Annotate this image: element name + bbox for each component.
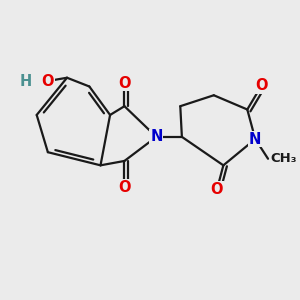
Text: N: N	[150, 129, 163, 144]
Text: CH₃: CH₃	[270, 152, 297, 165]
Text: O: O	[118, 76, 131, 91]
Text: O: O	[118, 180, 131, 195]
Text: N: N	[249, 132, 262, 147]
Text: O: O	[255, 78, 268, 93]
Text: O: O	[42, 74, 54, 88]
Text: O: O	[211, 182, 223, 197]
Text: H: H	[20, 74, 32, 88]
